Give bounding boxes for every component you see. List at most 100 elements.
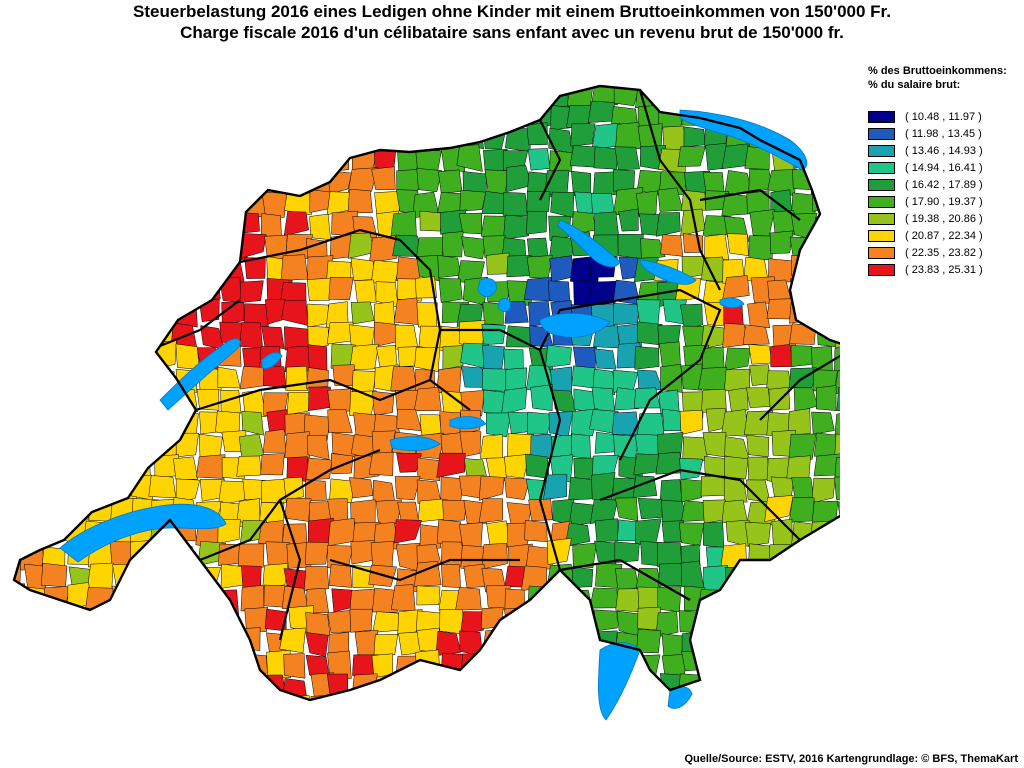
- municipality: [14, 104, 26, 126]
- municipality: [524, 86, 550, 109]
- lake-thun: [389, 436, 441, 452]
- municipality: [304, 479, 327, 502]
- municipality: [506, 433, 535, 459]
- municipality: [570, 123, 596, 147]
- municipality: [306, 277, 332, 302]
- source-note: Quelle/Source: ESTV, 2016 Kartengrundlag…: [684, 753, 1018, 765]
- municipality: [110, 101, 134, 125]
- municipality: [640, 60, 662, 84]
- municipality: [308, 127, 337, 153]
- municipality: [769, 230, 794, 255]
- municipality: [133, 587, 155, 614]
- municipality: [241, 696, 266, 700]
- municipality: [812, 186, 838, 212]
- municipality: [175, 563, 204, 590]
- lake-sempach: [477, 278, 497, 298]
- canton-border: [599, 468, 801, 541]
- municipality: [615, 60, 640, 82]
- municipality: [177, 212, 203, 236]
- municipality: [306, 86, 331, 107]
- municipality: [745, 628, 769, 654]
- municipality: [108, 632, 134, 658]
- legend-label: ( 13.46 , 14.93 ): [905, 144, 983, 157]
- municipality: [303, 414, 331, 441]
- municipality: [354, 105, 379, 131]
- municipality: [41, 391, 67, 416]
- municipality: [41, 498, 68, 522]
- municipality: [548, 235, 576, 261]
- municipality: [263, 144, 287, 168]
- legend-label: ( 11.98 , 13.45 ): [905, 127, 982, 140]
- municipality: [130, 257, 152, 285]
- municipality: [504, 453, 530, 479]
- municipality: [306, 367, 329, 389]
- municipality: [614, 146, 640, 171]
- lake-maggiore: [597, 642, 641, 721]
- municipality: [814, 86, 840, 106]
- municipality: [393, 297, 420, 326]
- municipality: [836, 697, 859, 700]
- municipality: [126, 696, 155, 700]
- municipality: [327, 409, 353, 434]
- municipality: [284, 128, 313, 154]
- municipality: [19, 456, 46, 479]
- municipality: [745, 387, 771, 408]
- municipality: [396, 452, 422, 473]
- municipality: [370, 541, 395, 568]
- municipality: [526, 411, 553, 435]
- municipality: [45, 125, 70, 148]
- municipality: [88, 348, 111, 372]
- municipality: [352, 696, 374, 700]
- municipality: [45, 433, 70, 456]
- municipality: [85, 279, 107, 302]
- municipality: [21, 211, 44, 238]
- municipality: [439, 694, 463, 700]
- municipality: [310, 100, 336, 124]
- municipality: [720, 696, 749, 700]
- municipality: [528, 692, 554, 700]
- municipality: [327, 498, 349, 522]
- municipality: [21, 277, 50, 305]
- municipality: [503, 60, 526, 80]
- municipality: [747, 671, 770, 694]
- municipality: [14, 694, 23, 700]
- municipality: [660, 234, 684, 257]
- municipality: [462, 171, 487, 194]
- municipality: [174, 86, 201, 106]
- municipality: [436, 452, 466, 478]
- municipality: [130, 100, 157, 130]
- municipality: [811, 673, 839, 699]
- municipality: [369, 235, 398, 264]
- municipality: [814, 276, 836, 304]
- municipality: [833, 524, 861, 547]
- municipality: [14, 366, 22, 391]
- municipality: [18, 629, 45, 658]
- municipality: [503, 214, 529, 240]
- municipality: [419, 101, 442, 130]
- municipality: [394, 102, 419, 127]
- municipality: [835, 145, 860, 168]
- municipality: [153, 210, 181, 235]
- municipality: [439, 609, 464, 635]
- municipality: [704, 699, 731, 700]
- municipality: [305, 457, 333, 480]
- municipality: [237, 543, 265, 568]
- municipality: [174, 145, 201, 171]
- municipality: [569, 628, 591, 654]
- municipality: [14, 387, 27, 412]
- municipality: [306, 145, 332, 171]
- canton-border: [278, 499, 302, 641]
- municipality: [834, 567, 859, 589]
- municipality: [199, 232, 227, 258]
- municipality: [370, 259, 401, 286]
- municipality: [128, 430, 156, 457]
- municipality: [504, 301, 529, 324]
- canton-border: [638, 89, 721, 291]
- municipality: [221, 60, 246, 83]
- municipality: [792, 609, 816, 636]
- municipality: [793, 387, 818, 413]
- municipality: [239, 280, 264, 303]
- municipality: [132, 60, 154, 81]
- municipality: [20, 695, 46, 700]
- municipality: [372, 86, 399, 109]
